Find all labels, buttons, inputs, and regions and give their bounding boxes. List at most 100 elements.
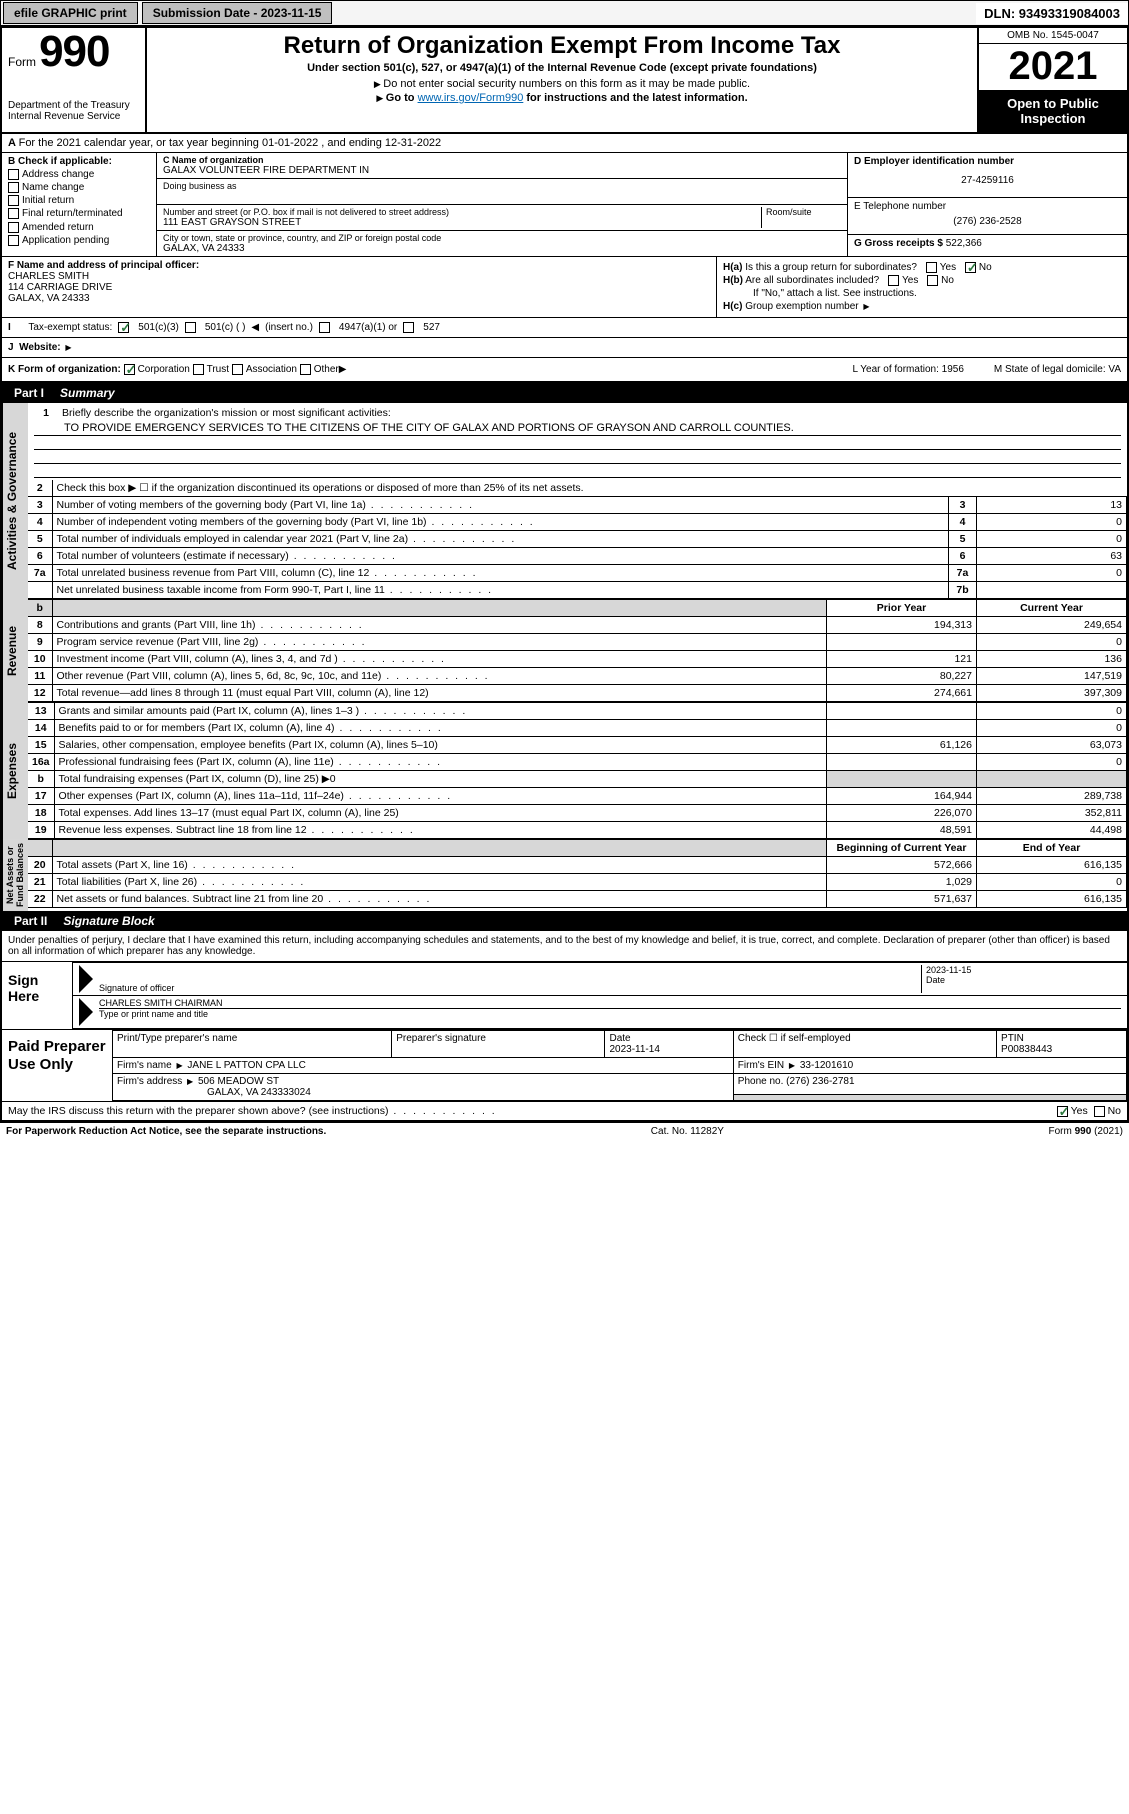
city-state-zip: GALAX, VA 24333 xyxy=(163,243,841,254)
table-row: 5Total number of individuals employed in… xyxy=(28,531,1127,548)
cb-other[interactable] xyxy=(300,364,311,375)
expenses-section: Expenses 13Grants and similar amounts pa… xyxy=(2,702,1127,839)
Ha-no[interactable] xyxy=(965,262,976,273)
col-H: H(a) Is this a group return for subordin… xyxy=(717,257,1127,317)
paid-preparer-label: Paid Preparer Use Only xyxy=(2,1030,112,1101)
row-A-taxyear: A For the 2021 calendar year, or tax yea… xyxy=(2,134,1127,153)
cb-corp[interactable] xyxy=(124,364,135,375)
table-row: 20Total assets (Part X, line 16)572,6666… xyxy=(28,857,1127,874)
cb-address-change[interactable]: Address change xyxy=(8,169,150,180)
discuss-no[interactable] xyxy=(1094,1106,1105,1117)
sign-here-label: Sign Here xyxy=(2,962,72,1029)
dept-treasury: Department of the Treasury Internal Reve… xyxy=(8,100,139,122)
submission-date-btn[interactable]: Submission Date - 2023-11-15 xyxy=(142,2,333,24)
part2-bar: Part II Signature Block xyxy=(2,911,1127,931)
side-revenue: Revenue xyxy=(2,599,28,702)
officer-name-title: CHARLES SMITH CHAIRMAN xyxy=(99,998,1121,1009)
discuss-yes[interactable] xyxy=(1057,1106,1068,1117)
cb-501c3[interactable] xyxy=(118,322,129,333)
table-row: 18Total expenses. Add lines 13–17 (must … xyxy=(28,805,1127,822)
B-label: B Check if applicable: xyxy=(8,156,150,167)
Hb-yes[interactable] xyxy=(888,275,899,286)
self-employed-cell: Check ☐ if self-employed xyxy=(733,1031,996,1058)
table-row: bTotal fundraising expenses (Part IX, co… xyxy=(28,771,1127,788)
C-name-label: C Name of organization xyxy=(163,155,841,165)
instr-link: Go to www.irs.gov/Form990 for instructio… xyxy=(153,92,971,104)
row-I: I Tax-exempt status: 501(c)(3) 501(c) ( … xyxy=(2,318,1127,338)
table-row: 12Total revenue—add lines 8 through 11 (… xyxy=(28,685,1127,702)
cb-application-pending[interactable]: Application pending xyxy=(8,235,150,246)
dln-text: DLN: 93493319084003 xyxy=(976,3,1128,24)
header: Form 990 Department of the Treasury Inte… xyxy=(2,28,1127,134)
begin-year-header: Beginning of Current Year xyxy=(827,840,977,857)
gross-receipts: 522,366 xyxy=(946,238,982,249)
cb-assoc[interactable] xyxy=(232,364,243,375)
revenue-section: Revenue bPrior YearCurrent Year 8Contrib… xyxy=(2,599,1127,702)
sign-here-row: Sign Here Signature of officer 2023-11-1… xyxy=(2,962,1127,1030)
side-expenses: Expenses xyxy=(2,702,28,839)
cb-527[interactable] xyxy=(403,322,414,333)
paid-preparer-table: Print/Type preparer's name Preparer's si… xyxy=(112,1030,1127,1101)
mission-line3 xyxy=(34,450,1121,464)
discuss-text: May the IRS discuss this return with the… xyxy=(8,1105,497,1117)
table-row: 8Contributions and grants (Part VIII, li… xyxy=(28,617,1127,634)
tax-year: 2021 xyxy=(979,44,1127,90)
form-container: Form 990 Department of the Treasury Inte… xyxy=(0,26,1129,1122)
header-left: Form 990 Department of the Treasury Inte… xyxy=(2,28,147,132)
current-year-header: Current Year xyxy=(977,600,1127,617)
room-label: Room/suite xyxy=(761,207,841,228)
H-c: H(c) Group exemption number xyxy=(723,301,1121,312)
mission-text: TO PROVIDE EMERGENCY SERVICES TO THE CIT… xyxy=(34,421,1121,436)
cb-4947[interactable] xyxy=(319,322,330,333)
firm-phone-cell: Phone no. (276) 236-2781 xyxy=(733,1074,1126,1095)
table-row: 11Other revenue (Part VIII, column (A), … xyxy=(28,668,1127,685)
table-row: 10Investment income (Part VIII, column (… xyxy=(28,651,1127,668)
prior-year-header: Prior Year xyxy=(827,600,977,617)
cb-501c[interactable] xyxy=(185,322,196,333)
date-label: Date xyxy=(926,975,1121,985)
cb-trust[interactable] xyxy=(193,364,204,375)
cb-final-return[interactable]: Final return/terminated xyxy=(8,208,150,219)
page-footer: For Paperwork Reduction Act Notice, see … xyxy=(0,1122,1129,1140)
footer-right: Form 990 (2021) xyxy=(1049,1126,1123,1137)
part1-bar: Part I Summary xyxy=(2,383,1127,403)
omb-number: OMB No. 1545-0047 xyxy=(979,28,1127,44)
officer-addr2: GALAX, VA 24333 xyxy=(8,293,90,304)
table-row: 16aProfessional fundraising fees (Part I… xyxy=(28,754,1127,771)
table-row: 13Grants and similar amounts paid (Part … xyxy=(28,703,1127,720)
part1-label: Part I xyxy=(8,385,50,401)
header-right: OMB No. 1545-0047 2021 Open to Public In… xyxy=(977,28,1127,132)
col-B: B Check if applicable: Address change Na… xyxy=(2,153,157,256)
J-label: Website: xyxy=(19,342,63,353)
I-label: Tax-exempt status: xyxy=(28,322,112,333)
governance-section: Activities & Governance 1Briefly describ… xyxy=(2,403,1127,599)
discuss-row: May the IRS discuss this return with the… xyxy=(2,1101,1127,1120)
firm-addr-cell: Firm's address 506 MEADOW ST GALAX, VA 2… xyxy=(113,1074,734,1101)
Hb-no[interactable] xyxy=(927,275,938,286)
E-label: E Telephone number xyxy=(854,201,1121,212)
signature-date: 2023-11-15 xyxy=(926,965,1121,975)
efile-print-btn[interactable]: efile GRAPHIC print xyxy=(3,2,138,24)
section-F-H: F Name and address of principal officer:… xyxy=(2,257,1127,318)
netassets-table: Beginning of Current YearEnd of Year 20T… xyxy=(28,839,1127,908)
officer-addr1: 114 CARRIAGE DRIVE xyxy=(8,282,112,293)
form-word: Form xyxy=(8,55,36,69)
instr-ssn: Do not enter social security numbers on … xyxy=(153,78,971,90)
signature-intro: Under penalties of perjury, I declare th… xyxy=(2,931,1127,962)
Ha-yes[interactable] xyxy=(926,262,937,273)
netassets-section: Net Assets or Fund Balances Beginning of… xyxy=(2,839,1127,911)
cb-amended[interactable]: Amended return xyxy=(8,222,150,233)
mission-block: 1Briefly describe the organization's mis… xyxy=(28,403,1127,480)
revenue-table: bPrior YearCurrent Year 8Contributions a… xyxy=(28,599,1127,702)
part2-label: Part II xyxy=(8,913,53,929)
col-F: F Name and address of principal officer:… xyxy=(2,257,717,317)
H-a: H(a) Is this a group return for subordin… xyxy=(723,262,1121,273)
cb-name-change[interactable]: Name change xyxy=(8,182,150,193)
addr-label: Number and street (or P.O. box if mail i… xyxy=(163,207,761,217)
sign-arrow-icon xyxy=(79,998,93,1026)
footer-mid: Cat. No. 11282Y xyxy=(651,1126,724,1137)
cb-initial-return[interactable]: Initial return xyxy=(8,195,150,206)
irs-link[interactable]: www.irs.gov/Form990 xyxy=(418,92,524,104)
table-row: 19Revenue less expenses. Subtract line 1… xyxy=(28,822,1127,839)
table-row: 22Net assets or fund balances. Subtract … xyxy=(28,891,1127,908)
